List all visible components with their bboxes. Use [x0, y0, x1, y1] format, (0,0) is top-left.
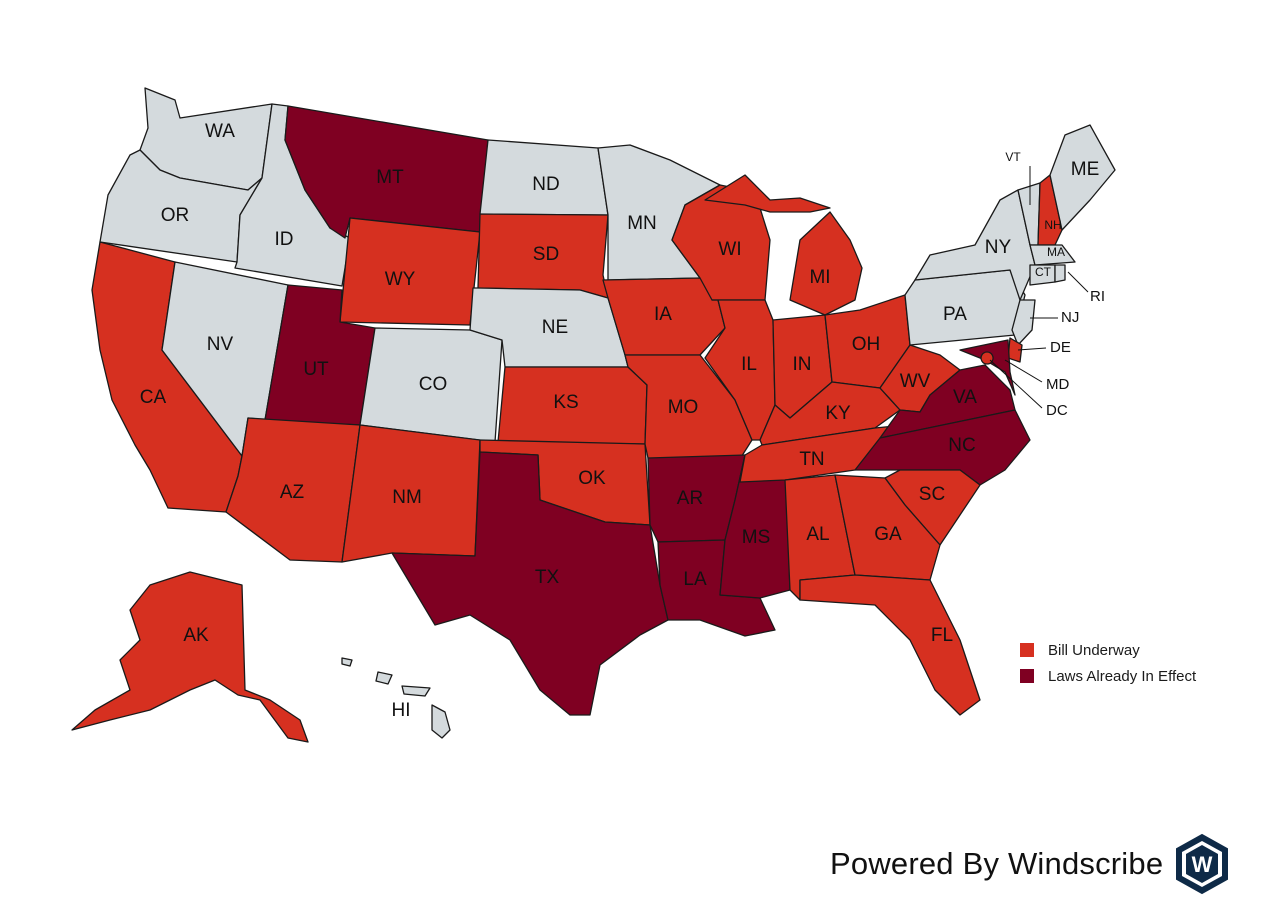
- brand-footer: Powered By Windscribe W: [830, 833, 1233, 895]
- state-label-OR: OR: [161, 205, 190, 226]
- state-IL[interactable]: [704, 299, 776, 441]
- state-RI[interactable]: [1054, 264, 1066, 283]
- state-label-NV: NV: [207, 334, 234, 355]
- state-label-NE: NE: [542, 317, 568, 338]
- callout-leaders: [989, 166, 1089, 409]
- state-label-MN: MN: [627, 213, 657, 234]
- state-label-LA: LA: [683, 569, 707, 590]
- state-label-WA: WA: [205, 121, 235, 142]
- state-label-NC: NC: [948, 435, 975, 456]
- state-label-KS: KS: [553, 392, 578, 413]
- state-label-ME: ME: [1071, 159, 1100, 180]
- state-label-MI: MI: [809, 267, 830, 288]
- state-label-NH: NH: [1044, 218, 1061, 232]
- state-label-MS: MS: [742, 527, 771, 548]
- legend-swatch-laws-in-effect: [1020, 669, 1034, 683]
- state-label-AL: AL: [806, 524, 829, 545]
- state-label-MT: MT: [376, 167, 404, 188]
- state-label-WI: WI: [718, 239, 741, 260]
- state-label-MD: MD: [1046, 376, 1069, 393]
- state-NJ[interactable]: [1011, 299, 1036, 346]
- state-TX[interactable]: [391, 451, 669, 716]
- state-label-VT: VT: [1005, 150, 1021, 164]
- state-labels: WA OR CA ID NV MT WY UT AZ CO NM ND SD NE KS OK TX MN IA MO…: [140, 121, 1105, 721]
- state-label-OK: OK: [578, 468, 606, 489]
- state-label-HI: HI: [392, 700, 411, 721]
- state-label-IL: IL: [741, 354, 757, 375]
- legend-item-bill-underway: Bill Underway: [1020, 641, 1198, 660]
- state-NH[interactable]: [1037, 174, 1063, 246]
- state-label-DC: DC: [1046, 402, 1068, 419]
- legend: Bill Underway Laws Already In Effect: [1020, 641, 1198, 693]
- state-MI-upper[interactable]: [704, 174, 831, 213]
- state-label-IN: IN: [793, 354, 812, 375]
- state-label-SD: SD: [533, 244, 559, 265]
- state-label-PA: PA: [943, 304, 967, 325]
- state-HI-island[interactable]: [375, 671, 393, 685]
- brand-text: Powered By Windscribe: [830, 846, 1164, 881]
- legend-item-laws-in-effect: Laws Already In Effect: [1020, 667, 1198, 686]
- state-label-MO: MO: [668, 397, 699, 418]
- state-label-WV: WV: [900, 371, 931, 392]
- state-label-UT: UT: [303, 359, 329, 380]
- state-label-ND: ND: [532, 174, 559, 195]
- state-label-IA: IA: [654, 304, 672, 325]
- state-label-SC: SC: [919, 484, 945, 505]
- state-HI-island[interactable]: [401, 685, 431, 697]
- state-label-OH: OH: [852, 334, 881, 355]
- logo-letter: W: [1192, 852, 1213, 877]
- state-label-CA: CA: [140, 387, 167, 408]
- state-CO[interactable]: [359, 327, 503, 443]
- state-label-TN: TN: [799, 449, 824, 470]
- state-label-FL: FL: [931, 625, 953, 646]
- state-FL[interactable]: [799, 574, 981, 716]
- state-label-RI: RI: [1090, 288, 1105, 305]
- state-label-NJ: NJ: [1061, 309, 1079, 326]
- state-label-CO: CO: [419, 374, 448, 395]
- state-ME[interactable]: [1049, 124, 1116, 231]
- state-label-NM: NM: [392, 487, 422, 508]
- legend-label-laws-in-effect: Laws Already In Effect: [1048, 668, 1197, 685]
- state-label-KY: KY: [825, 403, 851, 424]
- state-label-AR: AR: [677, 488, 703, 509]
- state-label-NY: NY: [985, 237, 1012, 258]
- state-MI[interactable]: [789, 211, 863, 316]
- state-label-TX: TX: [535, 567, 560, 588]
- state-HI[interactable]: [431, 704, 451, 739]
- state-label-VA: VA: [953, 387, 977, 408]
- state-label-DE: DE: [1050, 339, 1071, 356]
- state-AK[interactable]: [71, 571, 309, 743]
- legend-label-bill-underway: Bill Underway: [1048, 642, 1140, 659]
- state-HI-island[interactable]: [341, 657, 353, 667]
- state-MA[interactable]: [1029, 244, 1076, 266]
- state-DC[interactable]: [980, 351, 994, 365]
- legend-swatch-bill-underway: [1020, 643, 1034, 657]
- state-label-ID: ID: [275, 229, 294, 250]
- state-label-AK: AK: [183, 625, 209, 646]
- state-label-GA: GA: [874, 524, 902, 545]
- state-label-WY: WY: [385, 269, 416, 290]
- state-label-CT: CT: [1035, 265, 1052, 279]
- state-label-MA: MA: [1047, 245, 1065, 259]
- windscribe-logo-icon: W: [1176, 833, 1229, 895]
- state-label-AZ: AZ: [280, 482, 305, 503]
